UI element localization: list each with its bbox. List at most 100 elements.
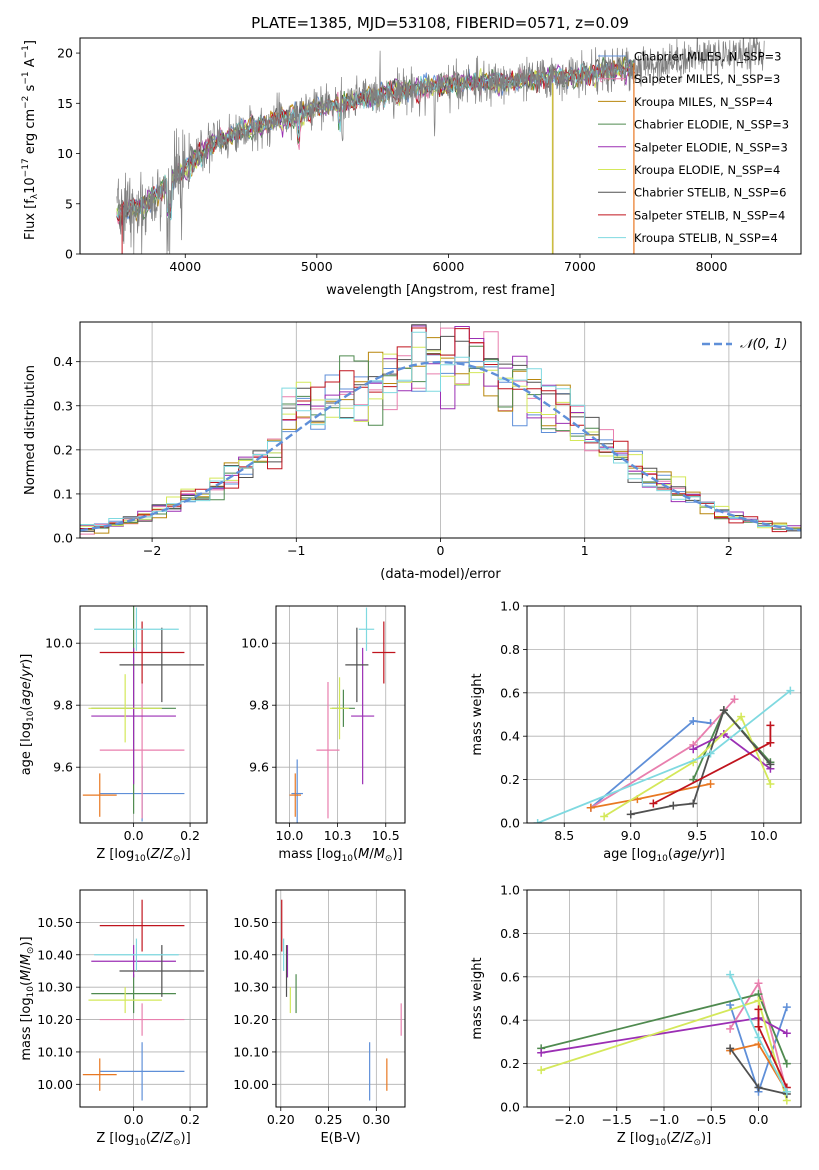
x-tick-label: 0.2 <box>180 828 200 843</box>
x-tick-label: 9.5 <box>687 828 707 843</box>
y-axis-label: mass [log10(M/M⊙)] <box>19 936 36 1060</box>
y-tick-label: 10.20 <box>233 1012 269 1027</box>
weight-marker <box>782 1003 791 1012</box>
y-tick-label: 9.6 <box>249 760 269 775</box>
y-tick-label: 0.8 <box>500 642 520 657</box>
x-tick-label: 4000 <box>169 259 201 274</box>
plot-area <box>281 899 402 1101</box>
weight-marker <box>649 799 658 808</box>
y-axis-label: mass weight <box>470 957 485 1039</box>
x-tick-label: 0 <box>437 543 445 558</box>
legend-entry: Chabrier ELODIE, N_SSP=3 <box>634 118 789 132</box>
x-tick-label: 0.0 <box>749 1112 769 1127</box>
y-tick-label: 0.4 <box>500 1013 520 1028</box>
y-tick-label: 0.4 <box>500 729 520 744</box>
x-tick-label: 10.0 <box>750 828 778 843</box>
y-tick-label: 1.0 <box>500 883 520 898</box>
x-tick-label: 0.0 <box>124 1112 144 1127</box>
mass-vs-metallicity-panel: 0.0 0.2 10.00 10.10 10.20 10.30 10.40 10.50 Z [l… <box>19 889 208 1148</box>
weight-marker <box>782 1087 791 1096</box>
y-axis-label: age [log10(age/yr)] <box>19 654 36 776</box>
y-axis-label: Flux [fλ10−17 erg cm−2 s−1 A−1] <box>21 40 40 240</box>
plot-area <box>80 324 801 535</box>
weight-marker <box>754 1022 763 1031</box>
y-tick-label: 10.50 <box>37 915 73 930</box>
x-tick-label: 5000 <box>301 259 333 274</box>
x-tick-label: 6000 <box>432 259 464 274</box>
x-axis-label: (data-model)/error <box>380 567 501 582</box>
y-tick-label: 10.00 <box>233 1077 269 1092</box>
legend-entry: Kroupa ELODIE, N_SSP=4 <box>634 163 780 177</box>
weight-marker <box>737 712 746 721</box>
weight-marker <box>586 803 595 812</box>
axes-frame <box>526 605 802 824</box>
weight-marker <box>782 1059 791 1068</box>
y-tick-label: 20 <box>57 46 73 61</box>
weight-marker <box>754 996 763 1005</box>
weight-marker <box>689 745 698 754</box>
weight-marker <box>669 801 678 810</box>
y-tick-label: 9.8 <box>53 698 73 713</box>
x-axis-label: E(B-V) <box>320 1131 360 1146</box>
x-axis-label: Z [log10(Z/Z⊙)] <box>96 847 190 864</box>
chart-title: PLATE=1385, MJD=53108, FIBERID=0571, z=0… <box>251 14 629 32</box>
x-tick-label: −1.5 <box>602 1112 632 1127</box>
plot-area <box>533 686 795 823</box>
x-tick-label: 10.5 <box>372 828 400 843</box>
y-tick-label: 1.0 <box>500 599 520 614</box>
legend-entry: Chabrier MILES, N_SSP=3 <box>634 50 781 64</box>
weight-marker <box>730 695 739 704</box>
y-tick-label: 0.0 <box>500 1100 520 1115</box>
y-tick-label: 0.6 <box>500 969 520 984</box>
x-tick-label: 10.3 <box>324 828 352 843</box>
spectrum-panel: 4000 5000 6000 7000 8000 0 5 10 15 20 PLATE=1385, … <box>21 14 802 298</box>
x-tick-label: −2 <box>143 543 161 558</box>
gaussian-curve <box>80 360 801 532</box>
weight-marker <box>782 1029 791 1038</box>
y-tick-label: 10.30 <box>233 980 269 995</box>
x-axis-label: Z [log10(Z/Z⊙)] <box>617 1131 711 1148</box>
x-tick-label: 9.0 <box>621 828 641 843</box>
y-tick-label: 0.4 <box>53 354 73 369</box>
weight-marker <box>786 686 795 695</box>
mass-vs-reddening-panel: 0.20 0.25 0.30 10.00 10.10 10.20 10.30 10.40 10.… <box>233 889 406 1146</box>
y-tick-label: 10.30 <box>37 980 73 995</box>
y-tick-label: 15 <box>57 96 73 111</box>
y-tick-label: 5 <box>65 196 73 211</box>
x-tick-label: −0.5 <box>696 1112 726 1127</box>
y-tick-label: 10.0 <box>45 636 73 651</box>
weight-marker <box>706 779 715 788</box>
plot-area <box>116 38 765 254</box>
axes-frame <box>79 889 208 1108</box>
x-axis-label: mass [log10(M/M⊙)] <box>278 847 402 864</box>
weight-marker <box>754 1005 763 1014</box>
weight-marker <box>766 779 775 788</box>
legend-entry: Salpeter STELIB, N_SSP=4 <box>634 208 785 222</box>
weight-marker <box>626 810 635 819</box>
weight-marker <box>726 1024 735 1033</box>
residual-histogram-panel: −2 −1 0 1 2 0.0 0.1 0.2 0.3 0.4 (data-model)/error… <box>23 321 802 582</box>
y-axis-label: mass weight <box>470 673 485 755</box>
weight-marker <box>754 1033 763 1042</box>
weight-marker <box>689 799 698 808</box>
y-tick-label: 10.10 <box>37 1044 73 1059</box>
y-tick-label: 10 <box>57 146 73 161</box>
weight-marker <box>689 717 698 726</box>
axes-frame <box>275 605 406 824</box>
y-tick-label: 0.3 <box>53 398 73 413</box>
weight-marker <box>766 721 775 730</box>
legend-entry: Chabrier STELIB, N_SSP=6 <box>634 186 786 200</box>
legend-entry: Salpeter MILES, N_SSP=3 <box>634 72 780 86</box>
axes-frame <box>79 605 208 824</box>
x-tick-label: 0.20 <box>267 1112 295 1127</box>
mass-weight-vs-metallicity-panel: −2.0 −1.5 −1.0 −0.5 0.0 0.0 0.2 0.4 0.6 0.8 1.0 Z [… <box>470 883 802 1148</box>
weight-marker <box>533 819 542 823</box>
histogram-step-5 <box>80 346 801 530</box>
x-tick-label: −1 <box>287 543 305 558</box>
y-tick-label: 0.0 <box>53 531 73 546</box>
x-tick-label: 0.0 <box>124 828 144 843</box>
x-axis-label: wavelength [Angstrom, rest frame] <box>326 283 555 298</box>
legend-entry: Kroupa MILES, N_SSP=4 <box>634 95 773 109</box>
legend-entry: Kroupa STELIB, N_SSP=4 <box>634 231 778 245</box>
x-tick-label: 0.2 <box>180 1112 200 1127</box>
